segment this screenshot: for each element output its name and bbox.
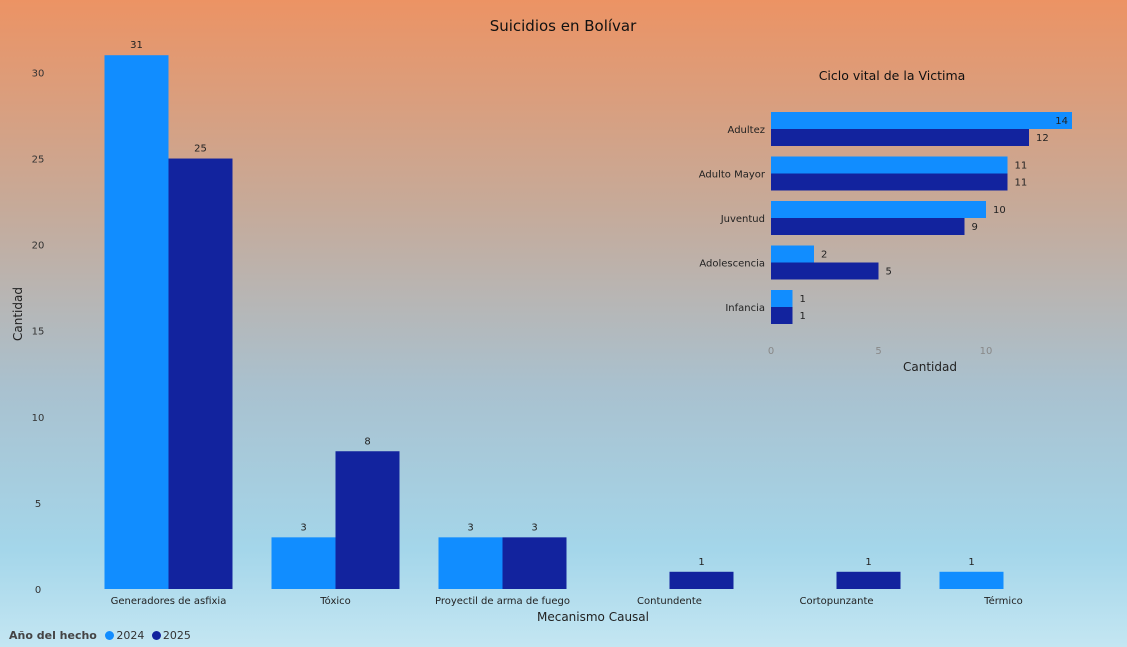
data-label: 3 — [531, 522, 537, 533]
legend-label-2025: 2025 — [162, 629, 191, 642]
y-tick-label: 30 — [32, 68, 45, 79]
inset-category-label: Adulto Mayor — [699, 170, 766, 181]
inset-data-label: 10 — [993, 205, 1006, 216]
legend-marker-2024 — [105, 631, 115, 640]
inset-category-label: Adolescencia — [699, 259, 765, 270]
data-label: 1 — [968, 557, 974, 568]
bar-proyectil-de-arma-de-fuego-2024 — [438, 537, 503, 589]
inset-x-axis-title: Cantidad — [903, 360, 957, 374]
inset-data-label: 11 — [1015, 161, 1028, 172]
data-label: 1 — [865, 557, 871, 568]
x-tick-label: Generadores de asfixia — [111, 596, 227, 607]
inset-category-label: Juventud — [720, 214, 765, 225]
inset-category-label: Adultez — [728, 125, 765, 136]
y-tick-label: 5 — [35, 499, 41, 510]
y-tick-label: 15 — [32, 327, 45, 338]
inset-category-label: Infancia — [725, 303, 765, 314]
inset-bar-juventud-2025 — [771, 218, 965, 235]
x-tick-label: Proyectil de arma de fuego — [435, 596, 570, 607]
inset-data-label: 1 — [800, 311, 806, 322]
x-tick-label: Tóxico — [319, 595, 351, 607]
y-tick-label: 0 — [35, 585, 41, 596]
data-label: 3 — [467, 522, 473, 533]
legend-label-2024: 2024 — [116, 629, 145, 642]
inset-bar-adultez-2025 — [771, 129, 1029, 146]
bar-toxico-2024 — [271, 537, 336, 589]
inset-bar-adulto-mayor-2024 — [771, 156, 1008, 174]
data-label: 8 — [364, 436, 370, 447]
inset-data-label: 14 — [1055, 116, 1068, 127]
inset-data-label: 2 — [821, 250, 827, 261]
data-label: 1 — [698, 557, 704, 568]
inset-data-label: 11 — [1015, 178, 1028, 189]
legend-item-2025[interactable]: 2025 — [151, 629, 191, 642]
inset-x-tick-label: 0 — [768, 346, 774, 357]
legend-title: Año del hecho — [9, 629, 97, 642]
y-tick-label: 20 — [32, 241, 45, 252]
bar-toxico-2025 — [335, 451, 400, 589]
inset-x-tick-label: 10 — [980, 346, 993, 357]
bar-proyectil-de-arma-de-fuego-2025 — [502, 537, 567, 589]
x-tick-label: Térmico — [983, 595, 1023, 607]
legend-item-2024[interactable]: 2024 — [105, 629, 144, 642]
inset-data-label: 12 — [1036, 133, 1049, 144]
inset-bar-adolescencia-2025 — [771, 262, 879, 280]
data-label: 25 — [194, 144, 207, 155]
bar-generadores-de-asfixia-2024 — [104, 55, 169, 589]
legend: Año del hecho 2024 2025 — [9, 629, 195, 642]
bar-contundente-2025 — [669, 571, 734, 589]
y-tick-label: 10 — [32, 413, 45, 424]
data-label: 3 — [300, 522, 306, 533]
bar-cortopunzante-2025 — [836, 571, 901, 589]
inset-bar-adultez-2024 — [771, 112, 1072, 129]
inset-data-label: 1 — [800, 294, 806, 305]
y-tick-label: 25 — [32, 155, 45, 166]
x-tick-label: Contundente — [637, 596, 702, 607]
chart-title: Suicidios en Bolívar — [490, 17, 637, 35]
x-tick-label: Cortopunzante — [799, 596, 873, 607]
y-axis-title: Cantidad — [11, 287, 25, 341]
data-label: 31 — [130, 40, 143, 51]
inset-data-label: 9 — [972, 222, 978, 233]
bar-generadores-de-asfixia-2025 — [168, 158, 233, 589]
inset-bar-adulto-mayor-2025 — [771, 173, 1008, 191]
legend-marker-2025 — [151, 631, 161, 640]
inset-bar-infancia-2025 — [771, 307, 793, 324]
inset-bar-infancia-2024 — [771, 290, 793, 307]
x-axis-title: Mecanismo Causal — [537, 610, 649, 624]
bar-termico-2024 — [939, 571, 1004, 589]
inset-bar-adolescencia-2024 — [771, 245, 814, 263]
inset-title: Ciclo vital de la Victima — [819, 68, 966, 83]
inset-data-label: 5 — [886, 267, 892, 278]
inset-x-tick-label: 5 — [875, 346, 881, 357]
inset-bar-juventud-2024 — [771, 201, 986, 218]
